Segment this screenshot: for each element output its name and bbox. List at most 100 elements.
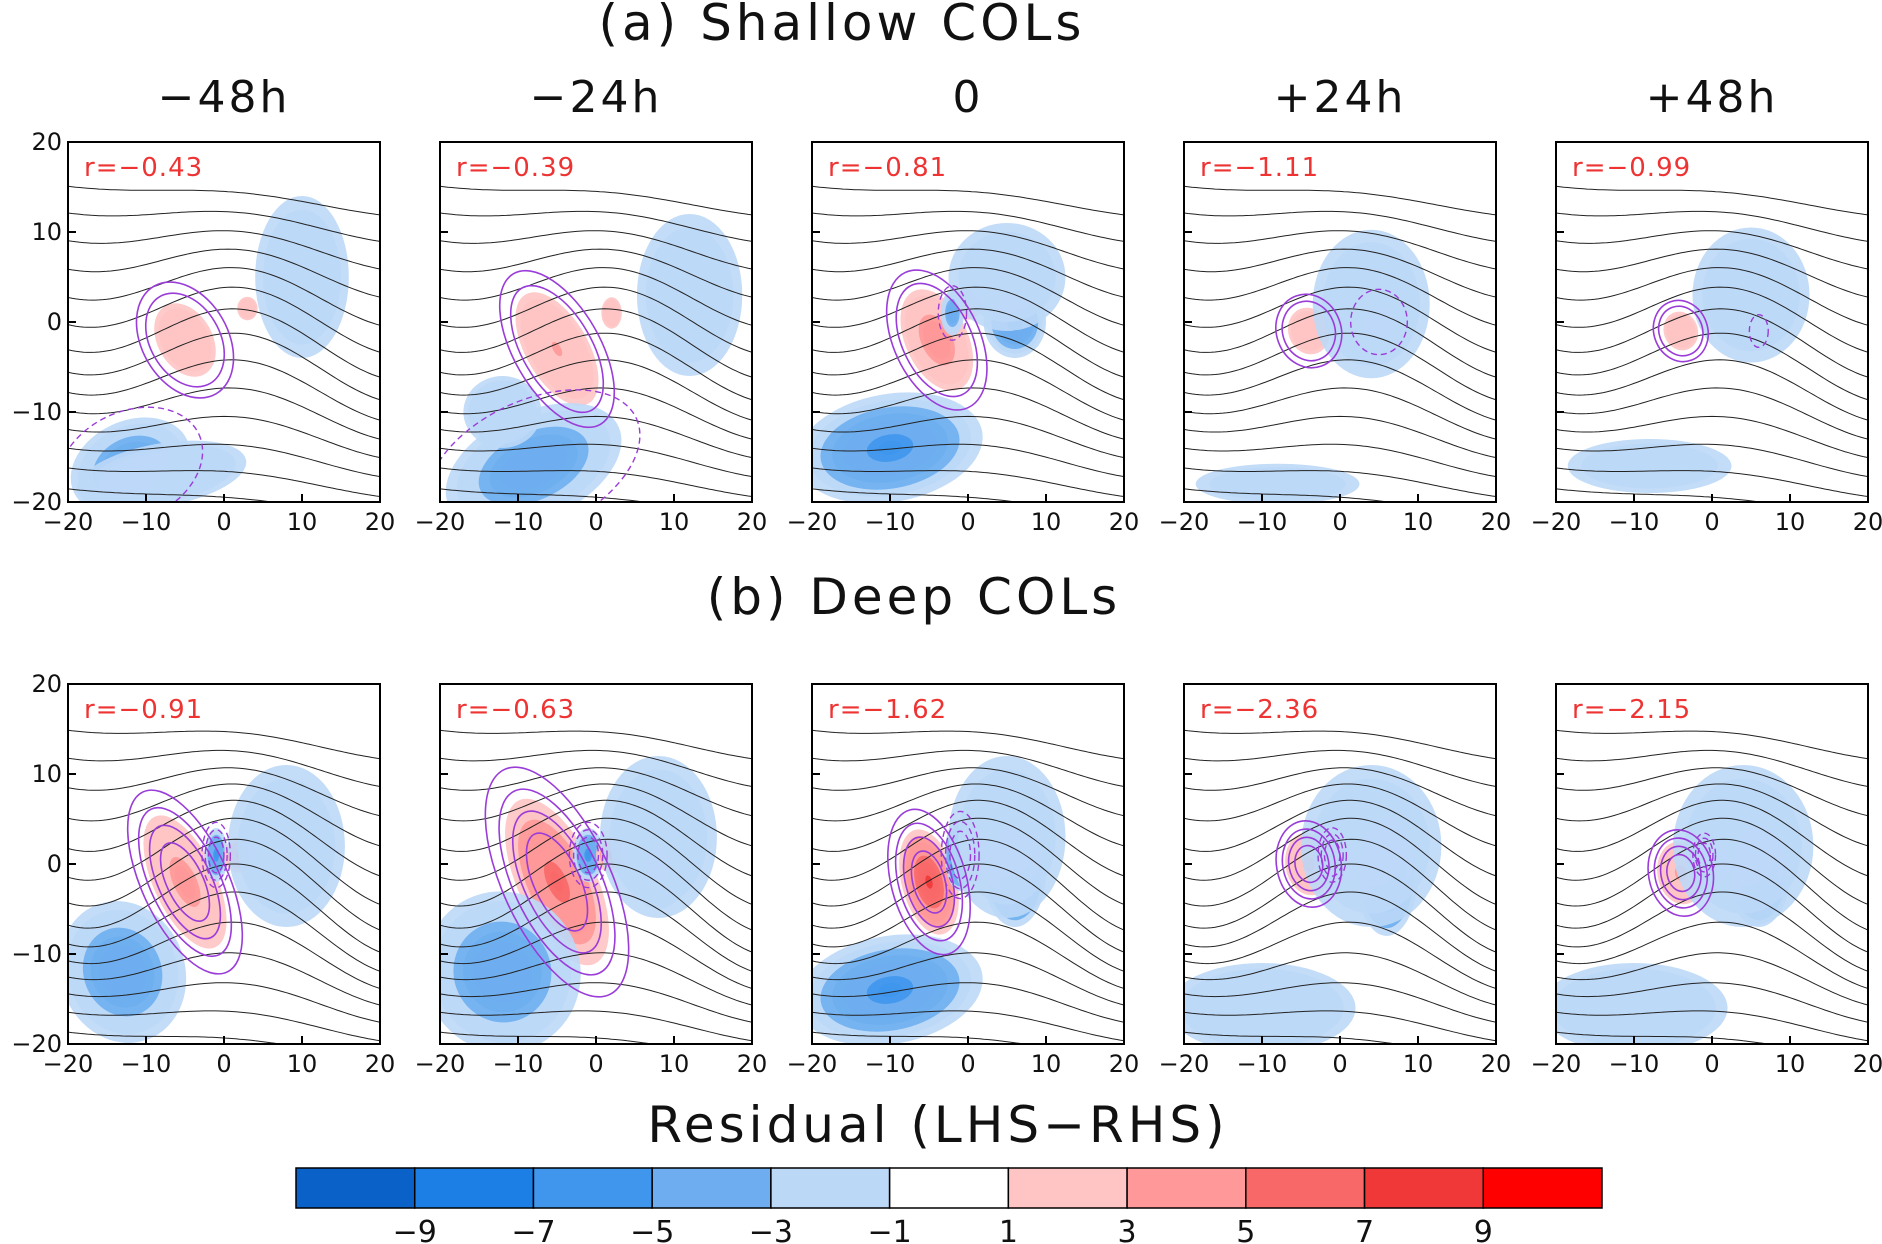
streamline: [440, 267, 752, 326]
streamline: [68, 230, 380, 270]
streamline: [440, 308, 752, 378]
shade-blob-2-level-7: [1361, 291, 1381, 317]
negative-contour: [1697, 842, 1712, 868]
negative-contour: [1349, 288, 1409, 356]
streamline: [440, 749, 752, 787]
shade-blob-0-level-7: [550, 871, 564, 893]
streamline: [440, 443, 752, 478]
streamline: [440, 248, 752, 298]
shade-blob-1-level-7: [586, 851, 591, 859]
streamline: [1556, 783, 1868, 847]
shade-blob-2-level-7: [680, 281, 699, 309]
colorbar-tick-label: −7: [511, 1215, 555, 1244]
x-tick-label: 0: [1704, 1050, 1719, 1078]
streamline: [1184, 415, 1496, 459]
x-tick-label: 10: [1031, 508, 1062, 536]
streamline: [1556, 952, 1868, 1006]
panel-0-3: +24h r=−1.11 −20 −10 0 10 20: [1159, 72, 1512, 536]
streamline: [812, 817, 1124, 905]
shade-blob-3-level-7: [276, 832, 297, 860]
lag-label: −24h: [530, 72, 663, 123]
panel-0-1: −24h r=−0.39 −20 −10 0 10 20: [415, 72, 768, 536]
negative-contour: [1323, 839, 1341, 871]
panel-0-4: +48h r=−0.99 −20 −10 0 10 20: [1531, 72, 1882, 536]
y-tick-label: 0: [47, 308, 62, 336]
streamline: [812, 982, 1124, 1023]
y-tick-label: 10: [31, 760, 62, 788]
streamline: [812, 783, 1124, 847]
streamline: [812, 467, 1124, 497]
shade-blob-1-level-7: [245, 306, 249, 311]
streamline: [1184, 185, 1496, 216]
colorbar-tick-label: −9: [393, 1215, 437, 1244]
colorbar-swatch: [1363, 1167, 1485, 1209]
lag-label: 0: [953, 72, 984, 123]
positive-contour: [1647, 829, 1715, 917]
panel-1-4: r=−2.15 −20 −10 0 10 20: [1531, 683, 1882, 1078]
shade-blob-0-level-7: [1678, 328, 1684, 334]
streamline: [812, 891, 1124, 972]
panel-1-0: r=−0.91 −20 −10 0 10 20 20 10 0 −10 −20: [11, 670, 395, 1078]
shade-blob-1-level-7: [610, 310, 614, 316]
y-tick-label: −20: [11, 488, 62, 516]
x-tick-label: −20: [43, 508, 94, 536]
lag-label: +48h: [1646, 72, 1779, 123]
streamline: [1184, 387, 1496, 440]
x-tick-label: 10: [287, 508, 318, 536]
positive-contour: [159, 842, 211, 922]
panel-1-2: r=−1.62 −20 −10 0 10 20: [787, 683, 1140, 1078]
x-tick-label: 20: [1481, 1050, 1512, 1078]
x-tick-label: 0: [1704, 508, 1719, 536]
streamline: [812, 729, 1124, 760]
positive-contour: [887, 808, 971, 956]
negative-contour: [1748, 313, 1769, 349]
positive-contour: [137, 806, 233, 958]
positive-contour: [126, 789, 244, 975]
shade-blob-4-level-7: [1731, 832, 1755, 860]
streamline: [68, 467, 380, 497]
shade-blob-5-level-7: [492, 961, 513, 983]
shade-blob-5-level-7: [878, 441, 902, 455]
streamline: [1556, 443, 1868, 478]
x-tick-label: −20: [1531, 508, 1582, 536]
x-tick-label: −10: [865, 1050, 916, 1078]
shade-blob-0-level-7: [932, 333, 942, 347]
streamline: [68, 332, 380, 401]
x-tick-label: 0: [588, 508, 603, 536]
x-tick-label: −10: [1237, 508, 1288, 536]
shade-blob-0-level-7: [179, 873, 191, 891]
colorbar-tick-label: −3: [749, 1215, 793, 1244]
streamline: [1184, 799, 1496, 877]
streamline: [68, 267, 380, 326]
streamline: [1184, 210, 1496, 242]
streamline: [1556, 467, 1868, 497]
correlation-label: r=−0.99: [1572, 153, 1691, 183]
row-title-deep: (b) Deep COLs: [707, 568, 1121, 626]
positive-contour: [484, 766, 630, 998]
lag-label: −48h: [158, 72, 291, 123]
x-tick-label: 20: [1109, 1050, 1140, 1078]
streamline: [440, 982, 752, 1023]
negative-contour: [577, 836, 600, 874]
streamline: [1184, 838, 1496, 931]
positive-contour: [1281, 828, 1337, 900]
streamline: [440, 783, 752, 847]
x-tick-label: 10: [1403, 508, 1434, 536]
streamline: [440, 230, 752, 270]
streamline: [68, 1010, 380, 1042]
streamline: [440, 415, 752, 459]
negative-contour: [1320, 833, 1344, 877]
negative-contour: [568, 821, 608, 889]
colorbar-swatch: [413, 1167, 535, 1209]
x-tick-label: 20: [737, 1050, 768, 1078]
streamline: [440, 817, 752, 905]
streamline: [68, 921, 380, 989]
streamline: [440, 359, 752, 421]
streamline: [1556, 415, 1868, 459]
negative-contour: [207, 836, 225, 874]
streamline: [1184, 891, 1496, 972]
streamline: [1556, 1010, 1868, 1042]
streamline: [1556, 185, 1868, 216]
x-tick-label: −10: [1609, 1050, 1660, 1078]
streamline: [68, 982, 380, 1023]
